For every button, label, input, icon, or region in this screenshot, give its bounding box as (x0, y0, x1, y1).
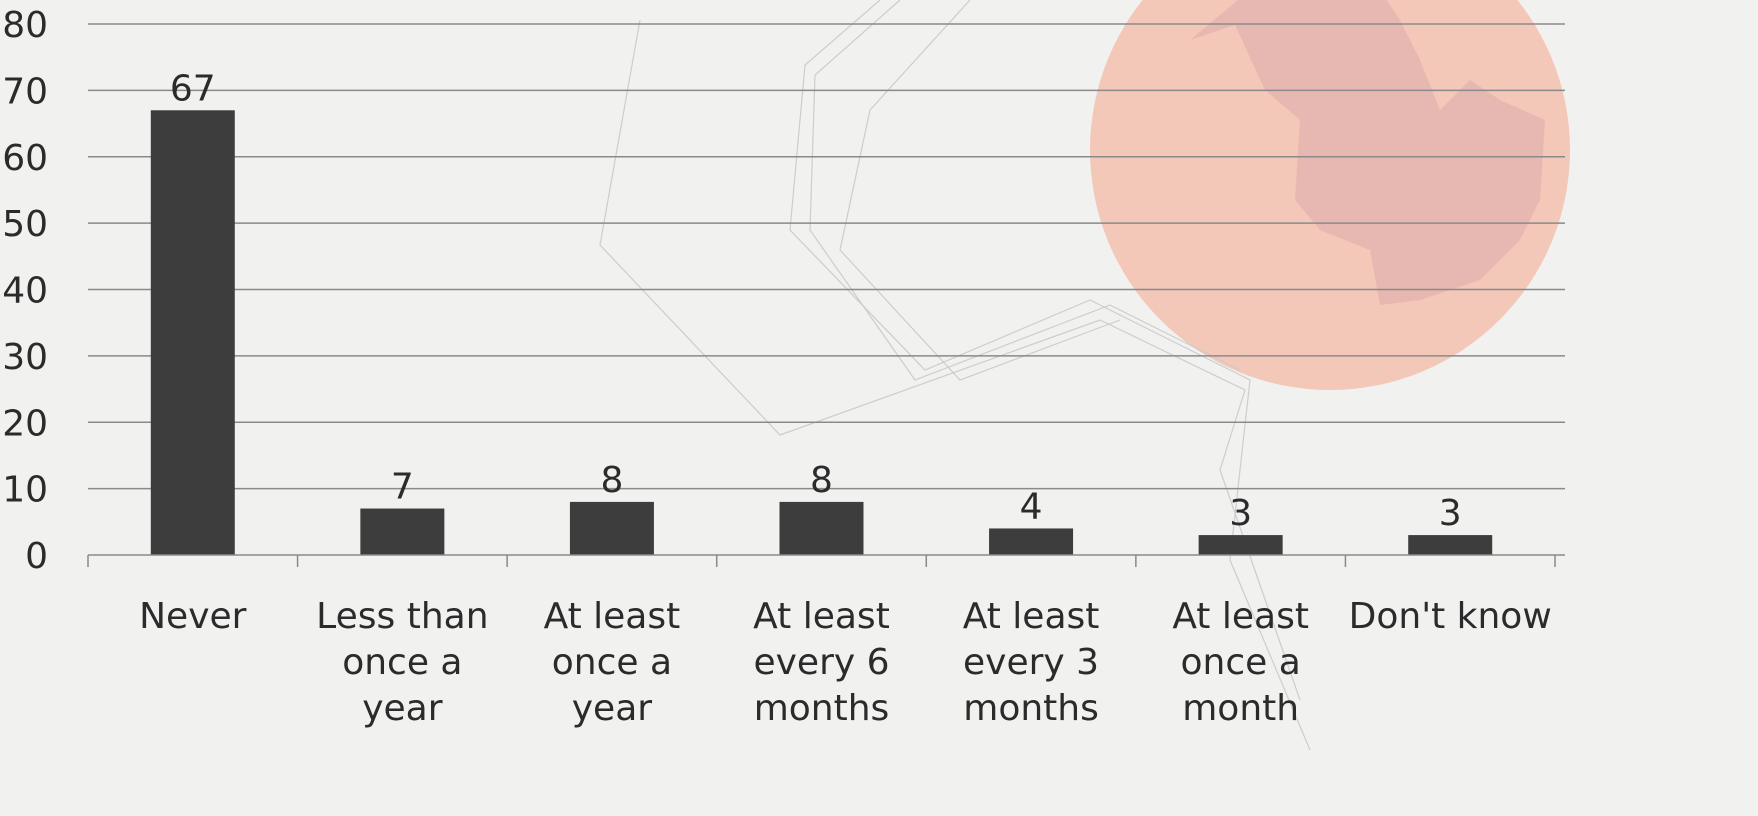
decor-line (789, 0, 1311, 751)
y-tick-label: 0 (25, 536, 48, 577)
x-category-label-line: months (754, 688, 890, 729)
gridlines (88, 23, 1565, 490)
bar (360, 508, 445, 555)
y-tick-label: 30 (2, 337, 48, 378)
x-category-label-line: Never (139, 596, 247, 637)
bar (1198, 535, 1283, 555)
bar (569, 501, 654, 555)
bar (989, 528, 1074, 555)
y-tick-label: 80 (2, 5, 48, 46)
data-label: 4 (1020, 486, 1043, 527)
y-tick-label: 50 (2, 204, 48, 245)
x-category-label: Don't know (1349, 596, 1552, 637)
x-category-label-line: once a (552, 642, 672, 683)
x-category-label: At least once a year (544, 596, 681, 729)
x-category-label-line: Don't know (1349, 596, 1552, 637)
decor-line (839, 0, 1121, 381)
x-category-label-line: At least (963, 596, 1100, 637)
background-decoration (599, 0, 1570, 751)
x-category-label: Never (139, 596, 247, 637)
x-category-label-line: year (362, 688, 443, 729)
x-category-label-line: year (572, 688, 653, 729)
bar (779, 501, 864, 555)
y-tick-label: 10 (2, 470, 48, 511)
data-label: 3 (1439, 493, 1462, 534)
decor-map-shape (1190, 0, 1545, 305)
decor-line (809, 0, 1241, 381)
x-category-label-line: month (1182, 688, 1299, 729)
y-tick-label: 60 (2, 138, 48, 179)
y-tick-label: 20 (2, 403, 48, 444)
x-category-label: Less than once a year (316, 596, 488, 729)
x-category-label-line: every 3 (963, 642, 1099, 683)
y-tick-label: 40 (2, 271, 48, 312)
x-category-label: At least every 6 months (753, 596, 890, 729)
bars (150, 110, 1493, 555)
bar (150, 110, 235, 555)
x-category-label: At least once a month (1172, 596, 1309, 729)
bar (1408, 535, 1493, 555)
x-axis (87, 554, 1565, 567)
x-category-label-line: At least (1172, 596, 1309, 637)
x-category-label-line: At least (544, 596, 681, 637)
data-labels: 67 7 8 8 4 3 3 (170, 68, 1462, 534)
x-category-label-line: Less than (316, 596, 488, 637)
data-label: 8 (810, 460, 833, 501)
x-category-label-line: once a (342, 642, 462, 683)
x-category-label-line: every 6 (753, 642, 889, 683)
data-label: 67 (170, 68, 216, 109)
decor-circle (1090, 0, 1570, 390)
x-category-label-line: At least (753, 596, 890, 637)
data-label: 7 (391, 467, 414, 508)
y-tick-label: 70 (2, 71, 48, 112)
x-category-label-line: months (963, 688, 1099, 729)
x-category-label: At least every 3 months (963, 596, 1100, 729)
y-axis-tick-labels: 0 10 20 30 40 50 60 70 80 (2, 5, 48, 577)
data-label: 8 (600, 460, 623, 501)
data-label: 3 (1229, 493, 1252, 534)
decor-line (599, 19, 1301, 701)
x-category-label-line: once a (1180, 642, 1300, 683)
x-axis-category-labels: Never Less than once a year At least once a ye… (139, 596, 1552, 729)
